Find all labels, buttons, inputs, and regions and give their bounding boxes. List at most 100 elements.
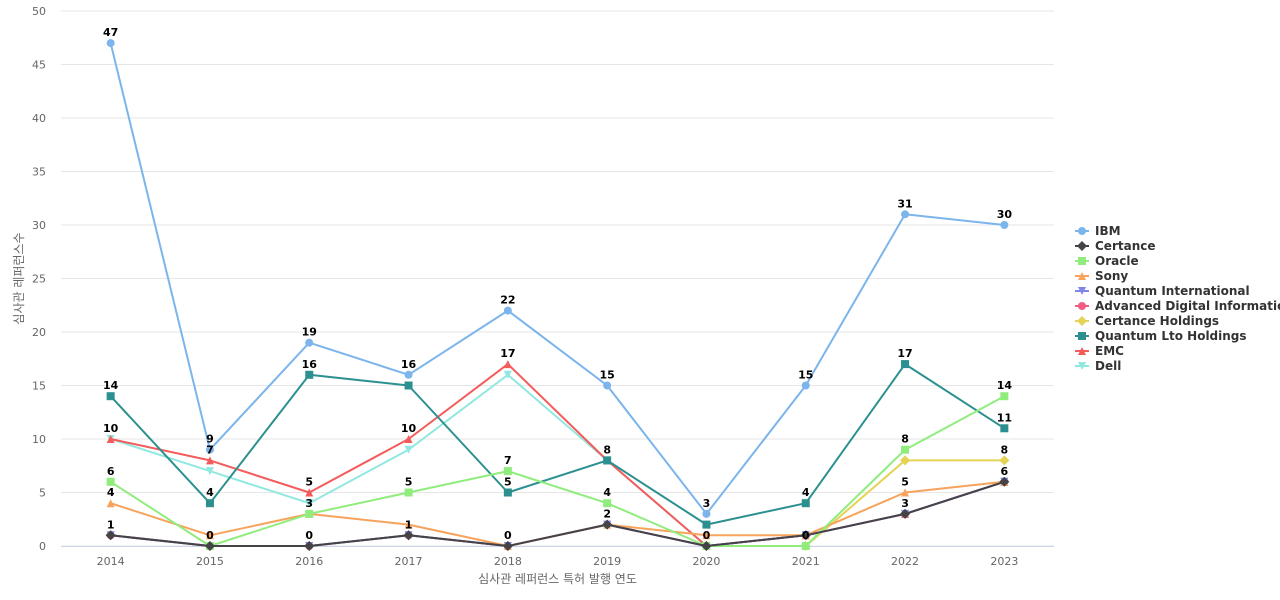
legend-marker[interactable] xyxy=(1077,316,1087,326)
data-point[interactable] xyxy=(900,508,911,519)
legend-marker[interactable] xyxy=(1078,227,1086,235)
data-point[interactable] xyxy=(503,370,512,379)
data-label: 5 xyxy=(405,476,413,489)
legend-marker[interactable] xyxy=(1078,287,1086,295)
legend-item[interactable]: Certance xyxy=(1075,239,1156,253)
grid xyxy=(61,10,1054,547)
data-point[interactable] xyxy=(106,39,115,48)
data-point[interactable] xyxy=(305,499,314,508)
data-point[interactable] xyxy=(404,488,413,497)
data-point[interactable] xyxy=(702,531,711,540)
legend-marker[interactable] xyxy=(1078,272,1086,280)
data-point[interactable] xyxy=(106,435,115,443)
data-point[interactable] xyxy=(204,541,215,551)
data-point[interactable] xyxy=(702,520,711,529)
data-point[interactable] xyxy=(603,499,612,508)
y-tick-label: 45 xyxy=(32,59,46,72)
data-point[interactable] xyxy=(801,499,810,508)
data-point[interactable] xyxy=(901,360,910,369)
legend-item[interactable]: Oracle xyxy=(1075,254,1139,268)
x-tick-label: 2014 xyxy=(97,555,125,568)
data-point[interactable] xyxy=(105,530,116,541)
data-point[interactable] xyxy=(603,456,612,465)
data-point[interactable] xyxy=(404,381,413,390)
series-line[interactable] xyxy=(109,42,1005,515)
data-point[interactable] xyxy=(603,381,612,390)
legend-marker[interactable] xyxy=(1077,241,1087,251)
data-label: 15 xyxy=(599,369,614,382)
data-label: 8 xyxy=(603,443,611,456)
y-tick-label: 5 xyxy=(39,487,46,500)
series-line[interactable] xyxy=(110,459,1005,547)
x-tick-label: 2015 xyxy=(196,555,224,568)
legend-label: EMC xyxy=(1095,344,1124,358)
data-point[interactable] xyxy=(800,530,811,541)
legend-marker[interactable] xyxy=(1078,347,1086,355)
y-tick-label: 20 xyxy=(32,326,46,339)
legend-item[interactable]: Sony xyxy=(1075,269,1128,283)
legend-marker[interactable] xyxy=(1078,332,1086,340)
data-point[interactable] xyxy=(1000,221,1009,229)
legend-label: Certance xyxy=(1095,239,1156,253)
data-point[interactable] xyxy=(503,467,512,476)
data-point[interactable] xyxy=(900,455,911,466)
legend-item[interactable]: Quantum Lto Holdings xyxy=(1075,329,1247,343)
data-point[interactable] xyxy=(304,541,315,551)
legend-marker[interactable] xyxy=(1078,257,1086,265)
legend-item[interactable]: Quantum International xyxy=(1075,284,1250,298)
data-point[interactable] xyxy=(901,488,910,497)
data-point[interactable] xyxy=(205,499,214,508)
legend-marker[interactable] xyxy=(1078,302,1086,310)
data-label: 4 xyxy=(603,486,611,499)
data-point[interactable] xyxy=(404,520,413,529)
data-point[interactable] xyxy=(205,467,214,476)
legend-item[interactable]: Advanced Digital Information xyxy=(1075,299,1280,313)
legend-item[interactable]: EMC xyxy=(1075,344,1124,358)
data-point[interactable] xyxy=(205,445,214,454)
data-point[interactable] xyxy=(503,488,512,497)
data-point[interactable] xyxy=(503,306,512,315)
legend-marker[interactable] xyxy=(1078,362,1086,370)
data-point[interactable] xyxy=(305,338,314,347)
data-point[interactable] xyxy=(901,445,910,454)
legend-label: Advanced Digital Information xyxy=(1095,299,1280,313)
data-point[interactable] xyxy=(403,530,414,541)
data-point[interactable] xyxy=(702,509,711,518)
axes: 심사관 레퍼런스 특허 발행 연도 심사관 레퍼런스수 051015202530… xyxy=(12,5,1018,586)
series-line[interactable] xyxy=(109,363,1005,526)
data-point[interactable] xyxy=(205,531,214,540)
legend-item[interactable]: Dell xyxy=(1075,359,1121,373)
legend-item[interactable]: IBM xyxy=(1075,224,1121,238)
data-point[interactable] xyxy=(305,370,314,379)
data-point[interactable] xyxy=(801,381,810,390)
data-point[interactable] xyxy=(1000,392,1009,401)
data-point[interactable] xyxy=(999,476,1010,487)
data-point[interactable] xyxy=(602,519,613,530)
data-point[interactable] xyxy=(205,456,214,465)
series-line[interactable] xyxy=(110,363,1005,547)
data-point[interactable] xyxy=(701,541,712,551)
data-point[interactable] xyxy=(503,360,512,369)
data-point[interactable] xyxy=(106,499,115,508)
data-point[interactable] xyxy=(1000,424,1009,433)
data-point[interactable] xyxy=(106,392,115,401)
legend-item[interactable]: Certance Holdings xyxy=(1075,314,1219,328)
data-point[interactable] xyxy=(106,477,115,486)
series-line[interactable] xyxy=(110,373,1005,547)
data-point[interactable] xyxy=(305,509,314,518)
x-tick-label: 2019 xyxy=(593,555,621,568)
y-tick-label: 25 xyxy=(32,273,46,286)
series-line[interactable] xyxy=(110,395,1005,547)
data-point[interactable] xyxy=(305,488,314,497)
data-point[interactable] xyxy=(502,541,513,551)
y-tick-label: 50 xyxy=(32,5,46,18)
data-point[interactable] xyxy=(404,445,413,454)
data-point[interactable] xyxy=(404,370,413,379)
data-point[interactable] xyxy=(901,210,910,219)
data-point[interactable] xyxy=(801,542,810,550)
series-line[interactable] xyxy=(110,480,1005,547)
data-point[interactable] xyxy=(999,455,1010,466)
data-point[interactable] xyxy=(404,435,413,443)
